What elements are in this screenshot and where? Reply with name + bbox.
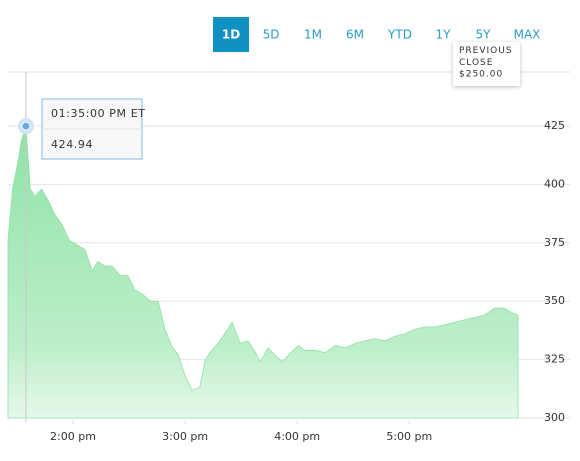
- previous-close-label: PREVIOUS CLOSE: [459, 46, 513, 68]
- range-button[interactable]: 1M: [304, 28, 322, 42]
- x-tick-label: 4:00 pm: [274, 430, 320, 443]
- y-tick-label: 325: [544, 353, 565, 366]
- y-tick-label: 400: [544, 177, 565, 190]
- hover-point: [21, 121, 31, 131]
- range-button[interactable]: 5D: [263, 28, 280, 42]
- range-button[interactable]: 1D: [222, 28, 240, 42]
- previous-close-value: $250.00: [459, 70, 503, 80]
- previous-close-box: [453, 42, 520, 86]
- range-button-active: [213, 17, 249, 52]
- y-tick-label: 350: [544, 294, 565, 307]
- tooltip-time: 01:35:00 PM ET: [51, 107, 146, 120]
- range-button[interactable]: YTD: [387, 28, 412, 42]
- range-button[interactable]: 1Y: [436, 28, 452, 42]
- plot: 300 325 350 375 400 425 2:00 pm 3:00 pm 4:00 pm 5…: [7, 72, 570, 443]
- y-tick-label: 300: [544, 411, 565, 424]
- range-button[interactable]: 5Y: [476, 28, 492, 42]
- tooltip-value: 424.94: [51, 138, 93, 151]
- x-tick-label: 5:00 pm: [386, 430, 432, 443]
- range-button[interactable]: 6M: [346, 28, 364, 42]
- range-button[interactable]: MAX: [514, 28, 541, 42]
- y-tick-label: 375: [544, 236, 565, 249]
- range-buttons: 1D 5D 1M 6M YTD 1Y 5Y MAX: [213, 17, 540, 52]
- area: [7, 125, 519, 419]
- y-tick-label: 425: [544, 119, 565, 132]
- previous-close: PREVIOUS CLOSE $250.00: [453, 42, 520, 86]
- x-tick-label: 2:00 pm: [50, 430, 96, 443]
- x-tick-label: 3:00 pm: [162, 430, 208, 443]
